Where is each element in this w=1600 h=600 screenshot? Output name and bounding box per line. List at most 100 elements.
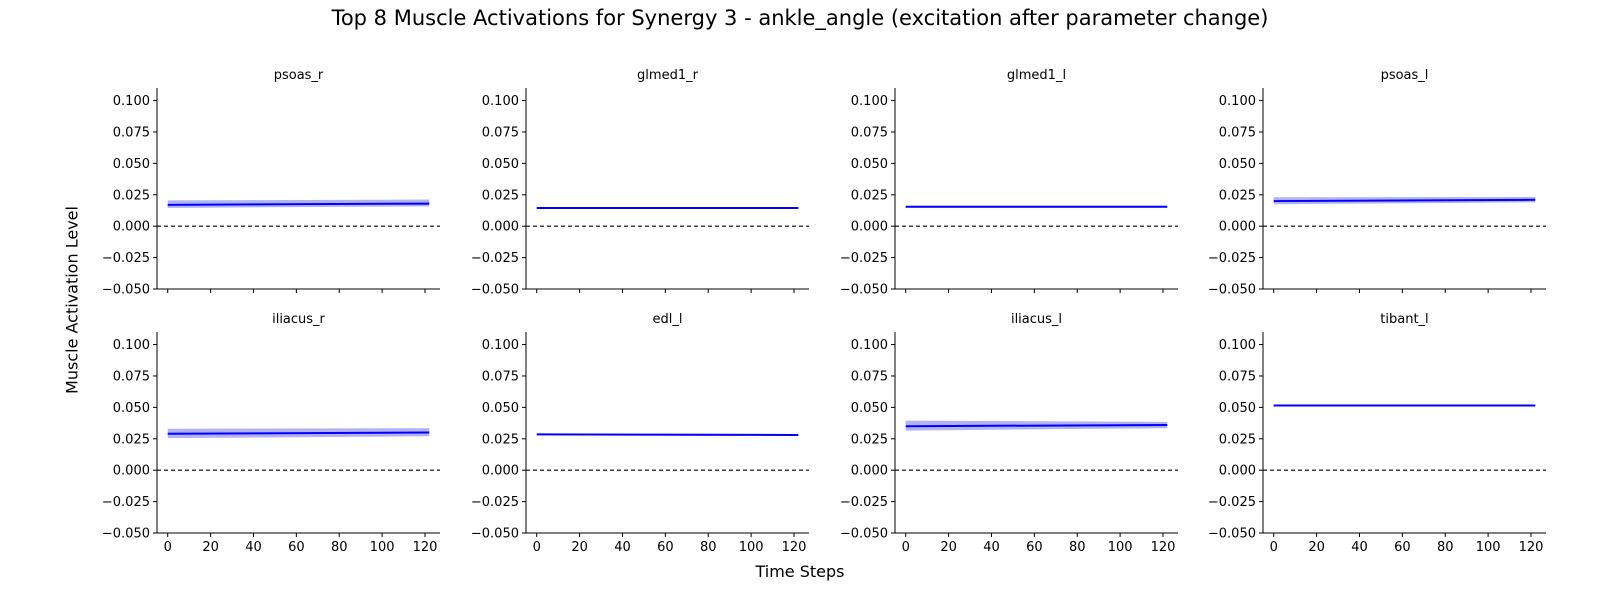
- y-tick-label: 0.100: [1219, 338, 1256, 353]
- y-tick-label: 0.050: [113, 401, 150, 416]
- y-tick-label: 0.050: [482, 401, 519, 416]
- y-tick-label: 0.100: [482, 94, 519, 109]
- y-tick-label: 0.075: [113, 369, 150, 384]
- subplot-title: edl_l: [653, 312, 683, 327]
- y-tick-label: 0.025: [482, 188, 519, 203]
- y-tick-label: 0.075: [1219, 369, 1256, 384]
- mean-line: [536, 433, 799, 437]
- x-tick-label: 100: [1108, 540, 1133, 555]
- y-tick-label: −0.050: [840, 283, 888, 298]
- y-tick-label: 0.000: [482, 220, 519, 235]
- x-tick-label: 80: [700, 540, 717, 555]
- y-tick-label: 0.000: [851, 464, 888, 479]
- x-tick-label: 120: [1519, 540, 1544, 555]
- x-tick-label: 20: [940, 540, 957, 555]
- y-tick-label: −0.025: [471, 495, 519, 510]
- subplot-title: psoas_l: [1381, 68, 1429, 83]
- x-tick-label: 0: [164, 540, 172, 555]
- x-tick-label: 60: [288, 540, 305, 555]
- y-tick-label: −0.025: [840, 251, 888, 266]
- mean-line: [167, 202, 430, 206]
- mean-line: [905, 423, 1168, 428]
- y-tick-label: 0.100: [113, 94, 150, 109]
- subplot-glmed1_l: glmed1_l −0.050 −0.025 0.000 0.025 0.050 0.075…: [840, 68, 1178, 298]
- x-tick-label: 80: [1437, 540, 1454, 555]
- subplot-title: psoas_r: [274, 68, 324, 83]
- subplot-psoas_r: psoas_r −0.050 −0.025 0.000 0.025 0.050 0.075 0…: [102, 68, 440, 298]
- y-tick-label: −0.050: [840, 527, 888, 542]
- y-tick-label: 0.000: [482, 464, 519, 479]
- mean-line: [167, 431, 430, 435]
- x-tick-label: 0: [1270, 540, 1278, 555]
- x-tick-label: 20: [202, 540, 219, 555]
- mean-line: [1273, 198, 1536, 203]
- y-tick-label: −0.025: [102, 251, 150, 266]
- y-tick-label: 0.000: [1219, 220, 1256, 235]
- y-tick-label: −0.050: [1208, 527, 1256, 542]
- x-tick-label: 40: [245, 540, 262, 555]
- y-tick-label: 0.000: [851, 220, 888, 235]
- x-tick-label: 100: [1476, 540, 1501, 555]
- x-tick-label: 120: [1151, 540, 1176, 555]
- y-tick-label: 0.075: [113, 125, 150, 140]
- y-tick-label: 0.100: [851, 338, 888, 353]
- y-tick-label: 0.050: [1219, 157, 1256, 172]
- x-tick-label: 20: [1308, 540, 1325, 555]
- y-tick-label: 0.025: [113, 432, 150, 447]
- y-tick-label: 0.025: [113, 188, 150, 203]
- y-tick-label: 0.100: [113, 338, 150, 353]
- y-tick-label: 0.025: [1219, 188, 1256, 203]
- y-tick-label: −0.025: [1208, 251, 1256, 266]
- y-tick-label: 0.075: [482, 125, 519, 140]
- y-tick-label: 0.025: [851, 432, 888, 447]
- subplot-title: iliacus_l: [1011, 312, 1062, 327]
- subplot-psoas_l: psoas_l −0.050 −0.025 0.000 0.025 0.050 0.075 0…: [1208, 68, 1546, 298]
- x-tick-label: 100: [739, 540, 764, 555]
- y-tick-label: −0.025: [102, 495, 150, 510]
- subplot-tibant_l: tibant_l −0.050 −0.025 0.000 0.025 0.050 0.075…: [1208, 312, 1546, 555]
- y-tick-label: 0.050: [851, 157, 888, 172]
- x-tick-label: 60: [1394, 540, 1411, 555]
- x-axis-label: Time Steps: [755, 562, 845, 581]
- y-tick-label: 0.025: [851, 188, 888, 203]
- y-tick-label: 0.075: [851, 125, 888, 140]
- y-tick-label: 0.000: [113, 464, 150, 479]
- y-tick-label: 0.100: [1219, 94, 1256, 109]
- x-tick-label: 40: [983, 540, 1000, 555]
- y-tick-label: 0.050: [851, 401, 888, 416]
- x-tick-label: 0: [533, 540, 541, 555]
- y-tick-label: 0.100: [851, 94, 888, 109]
- x-tick-label: 20: [571, 540, 588, 555]
- x-tick-label: 120: [782, 540, 807, 555]
- y-tick-label: 0.000: [113, 220, 150, 235]
- subplot-iliacus_r: iliacus_r −0.050 −0.025 0.000 0.025 0.050 0.07…: [102, 312, 440, 555]
- y-tick-label: 0.100: [482, 338, 519, 353]
- subplot-title: glmed1_l: [1007, 68, 1066, 83]
- x-tick-label: 120: [413, 540, 438, 555]
- x-tick-label: 80: [331, 540, 348, 555]
- y-tick-label: −0.050: [102, 527, 150, 542]
- y-tick-label: 0.050: [113, 157, 150, 172]
- y-tick-label: −0.050: [471, 283, 519, 298]
- subplot-title: glmed1_r: [637, 68, 699, 83]
- subplot-title: iliacus_r: [272, 312, 325, 327]
- y-tick-label: 0.025: [482, 432, 519, 447]
- x-tick-label: 100: [370, 540, 395, 555]
- y-tick-label: −0.025: [1208, 495, 1256, 510]
- subplot-glmed1_r: glmed1_r −0.050 −0.025 0.000 0.025 0.050 0.075…: [471, 68, 809, 298]
- y-tick-label: 0.050: [482, 157, 519, 172]
- y-tick-label: 0.025: [1219, 432, 1256, 447]
- x-tick-label: 60: [1026, 540, 1043, 555]
- y-tick-label: −0.050: [1208, 283, 1256, 298]
- y-tick-label: −0.050: [102, 283, 150, 298]
- subplot-iliacus_l: iliacus_l −0.050 −0.025 0.000 0.025 0.050 0.07…: [840, 312, 1178, 555]
- y-tick-label: −0.050: [471, 527, 519, 542]
- x-tick-label: 80: [1069, 540, 1086, 555]
- x-tick-label: 0: [902, 540, 910, 555]
- y-tick-label: 0.075: [482, 369, 519, 384]
- figure-title: Top 8 Muscle Activations for Synergy 3 -…: [331, 6, 1269, 30]
- y-tick-label: −0.025: [471, 251, 519, 266]
- subplot-edl_l: edl_l −0.050 −0.025 0.000 0.025 0.050 0.075 0.1…: [471, 312, 809, 555]
- subplot-title: tibant_l: [1380, 312, 1428, 327]
